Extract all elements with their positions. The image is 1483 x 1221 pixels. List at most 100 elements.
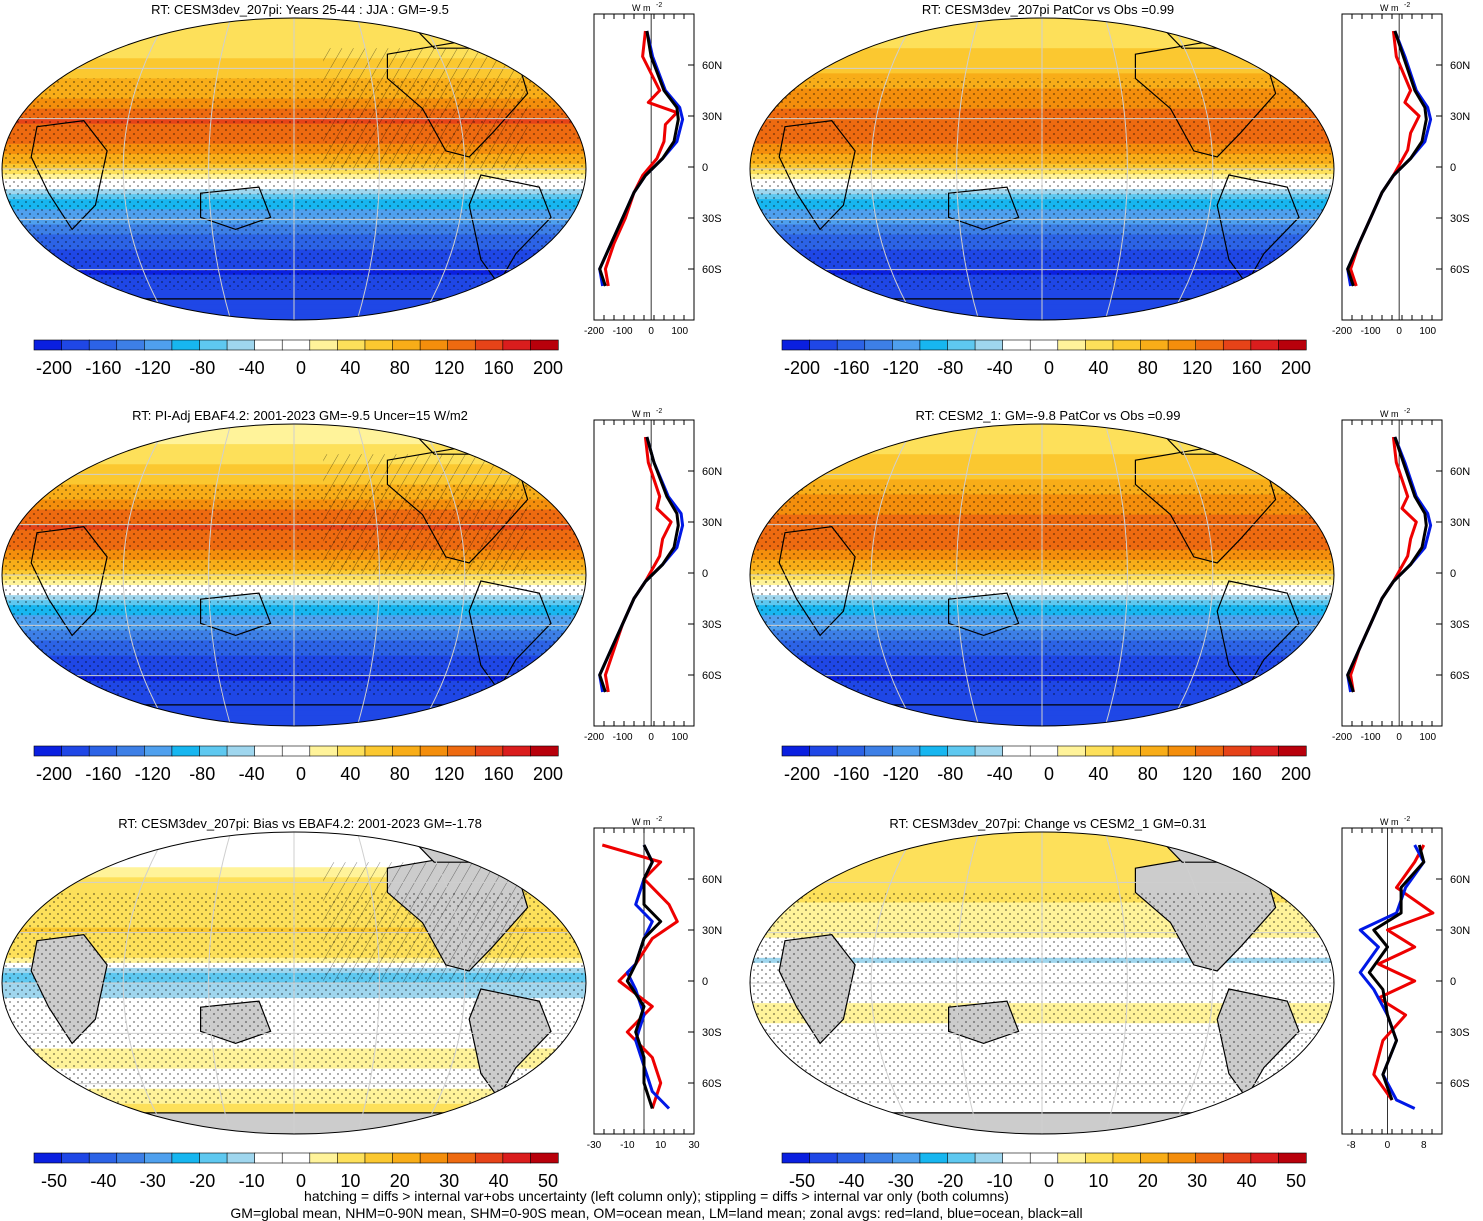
colorbar-swatch [864,1152,893,1164]
colorbar-swatch [502,745,532,757]
colorbar: -200 -160 -120 -80 -40 0 40 80 120 160 200 [781,745,1311,784]
lat-tick-label: 0 [702,568,708,580]
x-tick-label: 0 [1396,732,1402,743]
colorbar-swatch [1167,745,1197,757]
zonal-panel: 60N 30N 0 30S 60S W m -2 -200 -100 0 100 [1332,2,1470,337]
colorbar-swatch [781,339,811,351]
map-border [1,423,587,727]
map-panel [1,17,587,321]
colorbar-tick-label: 200 [533,764,563,784]
graticule-line [1168,424,1214,726]
colorbar-tick-label: -200 [36,764,72,784]
lat-tick-label: 30S [1450,213,1470,225]
zonal-frame [1341,419,1443,727]
colorbar-swatch [337,339,366,351]
colorbar-swatch [1250,745,1280,757]
colorbar-swatch [1140,745,1169,757]
graticule-line [122,832,168,1134]
colorbar: -200 -160 -120 -80 -40 0 40 80 120 160 200 [33,339,563,378]
all-zonal-line [598,30,680,287]
colorbar-swatch [864,339,893,351]
lat-tick-label: 60N [1450,466,1470,478]
colorbar-swatch [309,745,338,757]
x-tick-label: 8 [1421,1140,1427,1151]
x-tick-label: 100 [671,732,688,743]
graticule-line [356,832,380,1134]
lat-tick-label: 30S [1450,619,1470,631]
colorbar-swatch [309,1152,338,1164]
colorbar-tick-label: -160 [85,764,121,784]
colorbar-swatch [947,339,976,351]
units-label: W m [632,409,651,419]
colorbar-swatch [33,339,63,351]
zonal-frame [593,419,695,727]
colorbar-swatch [419,339,449,351]
colorbar-swatch [1278,339,1307,351]
colorbar-swatch [254,1152,283,1164]
zonal-frame [1341,827,1443,1135]
colorbar-tick-label: -120 [135,764,171,784]
colorbar: -50 -40 -30 -20 -10 0 10 20 30 40 50 [781,1152,1307,1191]
lat-tick-label: 0 [1450,568,1456,580]
panel-title: RT: CESM3dev_207pi: Years 25-44 : JJA : … [151,2,449,17]
colorbar-swatch [33,745,63,757]
colorbar-swatch [1222,745,1252,757]
graticule-line [870,832,916,1134]
colorbar-swatch [1057,1152,1086,1164]
colorbar-swatch [199,339,228,351]
colorbar-tick-label: -20 [937,1171,963,1191]
colorbar-tick-label: 40 [1088,358,1108,378]
panel-title: RT: CESM3dev_207pi PatCor vs Obs =0.99 [921,2,1175,17]
colorbar-tick-label: -50 [41,1171,67,1191]
colorbar-tick-label: 160 [484,764,514,784]
units-exponent: -2 [656,408,662,415]
colorbar-tick-label: 120 [1182,358,1212,378]
colorbar-tick-label: -20 [189,1171,215,1191]
colorbar-tick-label: 160 [1232,358,1262,378]
colorbar-swatch [281,745,311,757]
colorbar-swatch [1278,745,1307,757]
x-tick-label: -200 [1332,326,1352,337]
colorbar-swatch [474,745,504,757]
colorbar-swatch [502,1152,532,1164]
colorbar-swatch [61,1152,90,1164]
colorbar-swatch [530,339,559,351]
colorbar-tick-label: 120 [1182,764,1212,784]
x-tick-label: -100 [1361,732,1381,743]
colorbar-tick-label: 20 [390,1171,410,1191]
lat-tick-label: 60N [702,60,722,72]
colorbar-swatch [419,1152,449,1164]
x-tick-label: -10 [620,1140,635,1151]
colorbar-tick-label: -120 [883,764,919,784]
colorbar-swatch [364,1152,394,1164]
colorbar-swatch [502,339,532,351]
colorbar-swatch [281,1152,311,1164]
graticule-line [1104,424,1128,726]
graticule-line [356,424,380,726]
colorbar-swatch [1112,339,1142,351]
colorbar-tick-label: -80 [189,358,215,378]
map-panel [1,423,587,727]
colorbar-swatch [88,339,118,351]
colorbar-swatch [892,1152,921,1164]
colorbar-swatch [392,1152,421,1164]
colorbar-swatch [447,745,476,757]
colorbar-tick-label: -40 [987,764,1013,784]
colorbar-tick-label: -40 [987,358,1013,378]
colorbar-swatch [1195,339,1224,351]
colorbar-tick-label: 30 [439,1171,459,1191]
colorbar-swatch [116,339,145,351]
lat-tick-label: 30N [702,925,722,937]
zonal-panel: 60N 30N 0 30S 60S W m -2 -200 -100 0 100 [584,2,722,337]
x-tick-label: -8 [1347,1140,1356,1151]
colorbar-tick-label: 160 [1232,764,1262,784]
map-border [1,831,587,1135]
colorbar-swatch [1085,745,1114,757]
colorbar-tick-label: 0 [1044,358,1054,378]
colorbar-swatch [1029,745,1059,757]
panel-title: RT: CESM2_1: GM=-9.8 PatCor vs Obs =0.99 [915,408,1181,423]
all-zonal-line [1346,436,1428,693]
map-border [749,831,1335,1135]
colorbar-swatch [144,1152,173,1164]
zonal-frame [1341,13,1443,321]
